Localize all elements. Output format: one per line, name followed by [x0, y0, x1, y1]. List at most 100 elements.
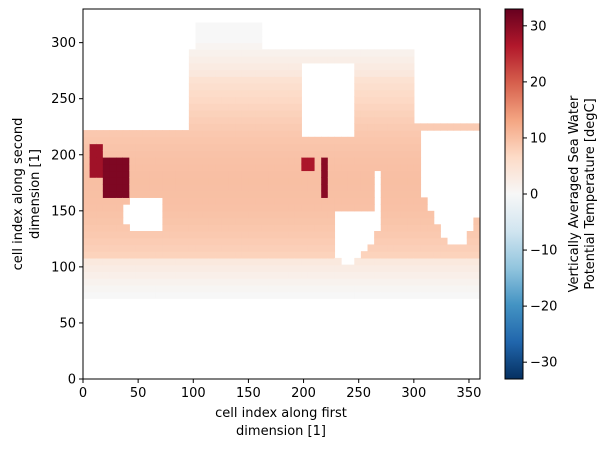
heatmap-cell: [235, 76, 243, 84]
heatmap-cell: [400, 224, 408, 232]
heatmap-cell: [208, 183, 216, 192]
heatmap-cell: [155, 170, 163, 178]
heatmap-cell: [321, 291, 329, 299]
heatmap-cell: [235, 103, 243, 111]
heatmap-cell: [307, 183, 316, 192]
heatmap-cell: [380, 136, 388, 145]
heatmap-cell: [182, 163, 190, 172]
heatmap-cell: [116, 278, 124, 286]
heatmap-cell: [241, 123, 250, 131]
heatmap-cell: [83, 204, 91, 212]
heatmap-cell: [89, 204, 97, 212]
heatmap-cell: [446, 244, 455, 252]
heatmap-cell: [83, 231, 91, 239]
heatmap-cell: [400, 237, 408, 246]
heatmap-cell: [301, 197, 309, 205]
heatmap-cell: [407, 278, 415, 286]
heatmap-cell: [241, 62, 250, 71]
heatmap-cell: [347, 49, 355, 57]
heatmap-cell: [354, 278, 362, 286]
heatmap-cell: [162, 157, 170, 165]
heatmap-cell: [248, 177, 256, 185]
heatmap-cell: [248, 278, 256, 286]
heatmap-cell: [473, 284, 480, 293]
heatmap-cell: [241, 217, 250, 225]
heatmap-cell: [393, 109, 402, 118]
heatmap-cell: [440, 237, 448, 246]
heatmap-cell: [360, 143, 369, 151]
heatmap-cell: [149, 157, 157, 165]
heatmap-cell: [400, 76, 408, 84]
heatmap-cell: [122, 190, 130, 198]
heatmap-cell: [387, 83, 395, 91]
heatmap-cell: [387, 217, 395, 225]
heatmap-cell: [341, 49, 349, 57]
heatmap-cell: [142, 183, 150, 192]
heatmap-cell: [83, 163, 91, 172]
heatmap-cell: [374, 150, 382, 158]
heatmap-cell: [142, 251, 150, 259]
heatmap-cell: [301, 136, 309, 145]
heatmap-cell: [407, 136, 415, 145]
heatmap-cell: [202, 231, 210, 239]
heatmap-cell: [96, 136, 104, 145]
heatmap-cell: [354, 56, 362, 64]
heatmap-cell: [215, 278, 223, 286]
heatmap-cell: [221, 190, 230, 198]
heatmap-cell: [347, 56, 355, 64]
heatmap-cell: [188, 284, 197, 293]
heatmap-cell: [241, 35, 250, 44]
heatmap-cell: [354, 271, 362, 279]
heatmap-cell: [301, 157, 309, 165]
heatmap-cell: [413, 143, 422, 151]
heatmap-cell: [268, 130, 276, 138]
heatmap-cell: [288, 76, 296, 84]
heatmap-cell: [420, 291, 428, 299]
heatmap-cell: [354, 177, 362, 185]
heatmap-cell: [182, 210, 190, 219]
heatmap-cell: [268, 190, 276, 198]
heatmap-cell: [221, 271, 230, 279]
heatmap-cell: [122, 150, 130, 158]
heatmap-cell: [321, 251, 329, 259]
heatmap-cell: [407, 103, 415, 111]
heatmap-cell: [261, 103, 269, 111]
heatmap-cell: [466, 291, 474, 299]
heatmap-cell: [387, 157, 395, 165]
heatmap-cell: [188, 217, 197, 225]
heatmap-cell: [281, 157, 289, 165]
heatmap-cell: [235, 210, 243, 219]
heatmap-cell: [380, 76, 388, 84]
heatmap-cell: [413, 150, 422, 158]
heatmap-cell: [268, 109, 276, 118]
heatmap-cell: [387, 69, 395, 77]
heatmap-cell: [294, 56, 302, 64]
heatmap-cell: [228, 183, 236, 192]
heatmap-cell: [301, 190, 309, 198]
heatmap-cell: [413, 244, 422, 252]
heatmap-cell: [241, 257, 250, 266]
heatmap-cell: [195, 76, 203, 84]
heatmap-cell: [393, 291, 402, 299]
heatmap-cell: [261, 231, 269, 239]
heatmap-cell: [413, 231, 422, 239]
heatmap-cell: [341, 278, 349, 286]
heatmap-cell: [149, 237, 157, 246]
heatmap-cell: [453, 244, 461, 252]
heatmap-cell: [420, 210, 428, 219]
heatmap-cell: [149, 163, 157, 172]
heatmap-cell: [360, 103, 369, 111]
heatmap-cell: [314, 231, 322, 239]
heatmap-cell: [354, 83, 362, 91]
heatmap-cell: [182, 150, 190, 158]
heatmap-cell: [255, 231, 263, 239]
heatmap-cell: [188, 143, 197, 151]
heatmap-cell: [116, 130, 124, 138]
heatmap-cell: [413, 130, 422, 138]
heatmap-cell: [221, 103, 230, 111]
heatmap-cell: [235, 244, 243, 252]
heatmap-cell: [341, 163, 349, 172]
heatmap-cell: [135, 150, 144, 158]
heatmap-cell: [261, 197, 269, 205]
heatmap-cell: [334, 190, 342, 198]
